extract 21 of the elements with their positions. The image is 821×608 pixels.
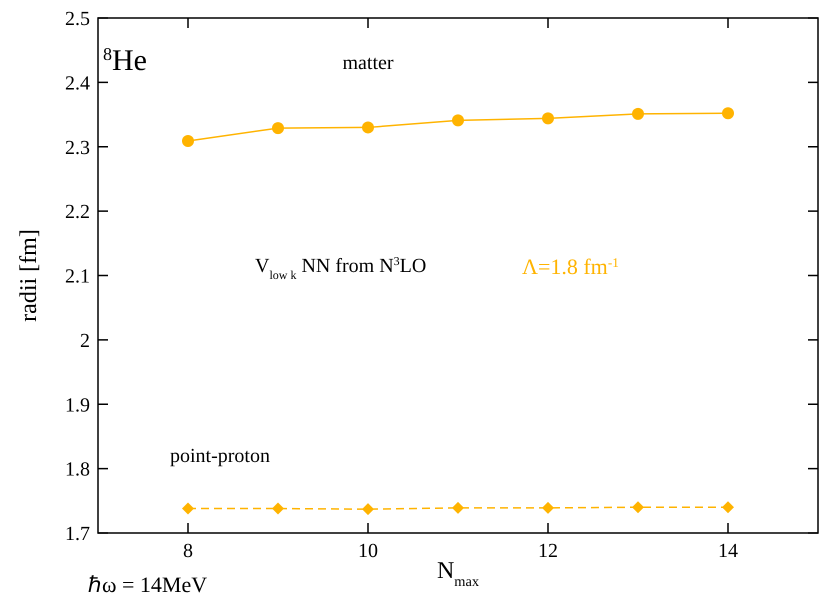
y-axis-title: radii [fm] xyxy=(16,229,42,322)
y-tick-label: 2.3 xyxy=(65,136,90,159)
y-tick-label: 1.7 xyxy=(65,523,90,545)
x-axis-title: N$_{max}$ xyxy=(436,558,480,590)
y-tick-label: 2.1 xyxy=(65,266,90,288)
y-tick-label: 2 xyxy=(80,330,90,352)
y-tick-label: 1.8 xyxy=(65,458,90,481)
annotation: Λ=1.8 fm$^{-1}$ xyxy=(522,254,619,279)
y-tick-label: 2.2 xyxy=(65,201,90,224)
x-tick-label: 10 xyxy=(358,540,378,562)
x-tick-label: 8 xyxy=(183,540,193,562)
x-tick-label: 14 xyxy=(718,540,738,562)
series-label: point-proton xyxy=(170,444,270,467)
x-tick-label: 12 xyxy=(538,540,558,562)
annotation: V$_{low k}$ NN from N$^{3}$LO xyxy=(255,254,426,282)
y-tick-label: 2.4 xyxy=(65,72,90,94)
y-tick-label: 2.5 xyxy=(65,8,90,30)
text: ℏω = 14MeV xyxy=(88,572,208,597)
text: matter xyxy=(342,52,394,74)
annotation: $^{8}$He xyxy=(103,44,147,77)
y-tick-label: 1.9 xyxy=(65,394,90,416)
